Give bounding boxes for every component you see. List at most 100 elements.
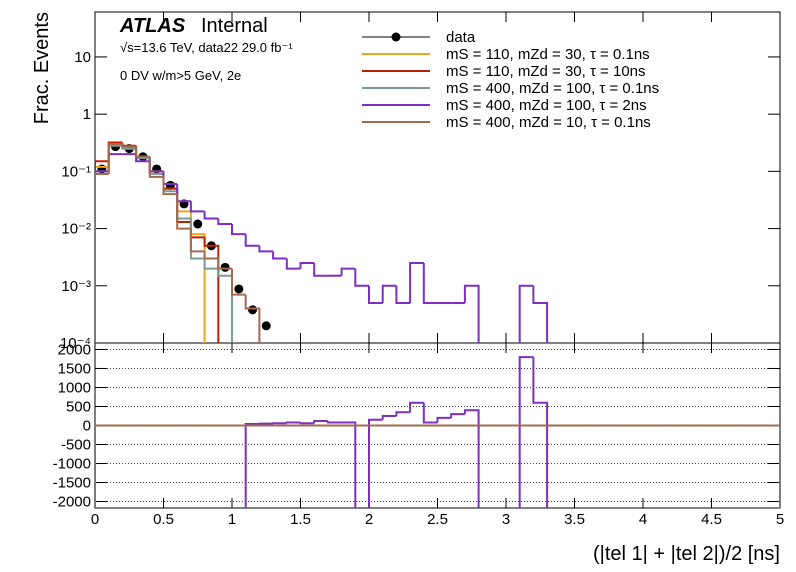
y-tick-label: 10⁻⁴ bbox=[60, 335, 91, 352]
x-tick-label: 4.5 bbox=[701, 511, 722, 528]
histogram-bin bbox=[436, 416, 452, 423]
histogram-bin bbox=[395, 411, 411, 416]
x-tick-label: 2.5 bbox=[427, 511, 448, 528]
y-tick-label: 1000 bbox=[58, 379, 91, 396]
data-point bbox=[234, 284, 244, 294]
x-tick-label: 1.5 bbox=[290, 511, 311, 528]
y-tick-label: 2000 bbox=[58, 341, 91, 358]
atlas-label: ATLAS bbox=[119, 15, 186, 37]
legend-label: mS = 110, mZd = 30, τ = 0.1ns bbox=[446, 46, 650, 63]
histogram-bin bbox=[299, 262, 315, 269]
histogram-bin bbox=[244, 234, 260, 247]
histogram-bin bbox=[518, 356, 534, 508]
histogram-bin bbox=[176, 194, 191, 230]
histogram-bin bbox=[203, 251, 219, 260]
histogram-bin bbox=[368, 285, 383, 305]
legend-label: data bbox=[446, 29, 476, 46]
data-point bbox=[220, 262, 230, 272]
histogram-bin bbox=[395, 285, 411, 305]
histogram-bin bbox=[217, 218, 232, 226]
histogram-bin bbox=[326, 420, 342, 424]
histogram-bin bbox=[532, 285, 549, 343]
x-tick-label: 1 bbox=[228, 511, 236, 528]
histogram-bin bbox=[217, 268, 233, 343]
histogram-bin bbox=[463, 409, 480, 508]
data-point bbox=[248, 305, 258, 315]
plot-area bbox=[95, 356, 780, 508]
x-tick-label: 4 bbox=[639, 511, 647, 528]
histogram-bin bbox=[95, 424, 109, 508]
x-tick-label: 5 bbox=[776, 511, 784, 528]
histogram-bin bbox=[189, 211, 206, 343]
histogram-bin bbox=[272, 251, 287, 260]
histogram-bin bbox=[409, 262, 424, 304]
histogram-bin bbox=[231, 224, 246, 236]
histogram-bin bbox=[381, 414, 397, 420]
histogram-bin bbox=[341, 421, 357, 508]
histogram-bin bbox=[450, 413, 465, 418]
plot-area bbox=[95, 141, 549, 343]
histogram-bin bbox=[340, 267, 356, 276]
histogram-bin bbox=[354, 268, 369, 287]
histogram-bin bbox=[203, 258, 219, 270]
histogram-bin bbox=[95, 170, 109, 343]
y-tick-label: 10⁻³ bbox=[61, 278, 91, 295]
histogram-bin bbox=[95, 160, 109, 343]
x-tick-label: 3 bbox=[502, 511, 510, 528]
histogram-bin bbox=[121, 144, 137, 148]
histogram-bin bbox=[368, 418, 383, 508]
legend-label: mS = 400, mZd = 100, τ = 0.1ns bbox=[446, 80, 659, 97]
x-tick-label: 2 bbox=[365, 511, 373, 528]
legend-swatch bbox=[391, 32, 401, 42]
histogram-bin bbox=[422, 402, 438, 424]
subtitle: √s=13.6 TeV, data22 29.0 fb⁻¹ bbox=[120, 40, 293, 55]
histogram-bin bbox=[285, 258, 301, 270]
histogram-bin bbox=[258, 245, 274, 253]
histogram-bin bbox=[518, 284, 534, 343]
histogram-bin bbox=[381, 284, 397, 304]
histogram-bin bbox=[313, 419, 328, 424]
legend-label: mS = 110, mZd = 30, τ = 10ns bbox=[446, 63, 646, 80]
histogram-bin bbox=[244, 294, 261, 343]
y-tick-label: 10⁻¹ bbox=[61, 163, 91, 180]
y-tick-label: 10 bbox=[74, 49, 91, 66]
histogram-bin bbox=[313, 263, 328, 277]
x-tick-label: 3.5 bbox=[564, 511, 585, 528]
y-axis-title: Frac. Events bbox=[31, 12, 53, 124]
y-tick-label: -1000 bbox=[53, 456, 91, 473]
histogram-bin bbox=[532, 357, 549, 508]
y-tick-label: -1500 bbox=[53, 475, 91, 492]
histogram-bin bbox=[148, 156, 164, 178]
histogram-bin bbox=[162, 176, 178, 196]
legend-label: mS = 400, mZd = 100, τ = 2ns bbox=[446, 97, 647, 114]
histogram-bin bbox=[409, 401, 424, 413]
histogram-bin bbox=[217, 258, 232, 270]
histogram-bin bbox=[422, 263, 438, 305]
histogram-bin bbox=[95, 172, 109, 343]
histogram-bin bbox=[95, 170, 109, 343]
x-tick-label: 0.5 bbox=[153, 511, 174, 528]
histogram-bin bbox=[95, 165, 109, 343]
histogram-bin bbox=[463, 284, 480, 343]
y-tick-label: -2000 bbox=[53, 494, 91, 511]
histogram-bin bbox=[203, 211, 219, 220]
y-tick-label: 1500 bbox=[58, 360, 91, 377]
histogram-bin bbox=[107, 153, 123, 172]
x-tick-label: 0 bbox=[91, 511, 99, 528]
data-point bbox=[261, 321, 271, 331]
histogram-bin bbox=[203, 237, 220, 343]
y-tick-label: -500 bbox=[61, 437, 91, 454]
data-point bbox=[193, 219, 203, 229]
histogram-bin bbox=[231, 268, 246, 296]
y-tick-label: 10⁻² bbox=[61, 221, 91, 238]
histogram-bin bbox=[299, 422, 315, 425]
histogram-bin bbox=[244, 422, 260, 508]
histogram-bin bbox=[766, 424, 780, 508]
histogram-bin bbox=[135, 146, 150, 158]
y-tick-label: 500 bbox=[66, 398, 91, 415]
y-tick-label: 0 bbox=[83, 418, 91, 435]
selection: 0 DV w/m>5 GeV, 2e bbox=[120, 68, 241, 83]
x-axis-title: (|tel 1| + |tel 2|)/2 [ns] bbox=[593, 543, 780, 565]
histogram-bin bbox=[285, 421, 301, 424]
